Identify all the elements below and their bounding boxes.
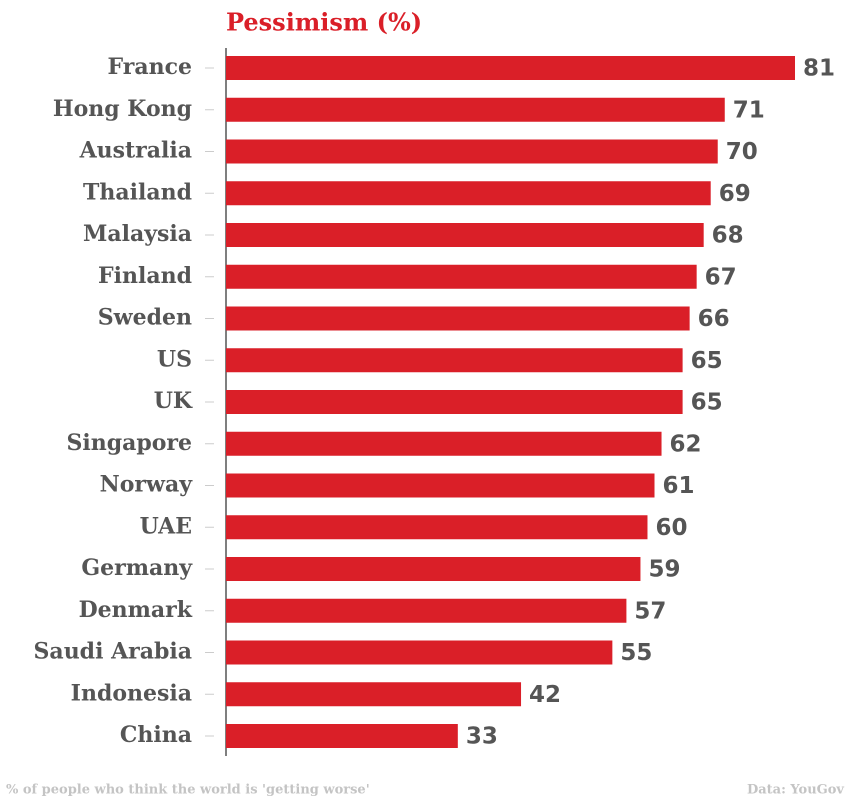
value-label: 71 bbox=[733, 97, 765, 123]
category-label: Singapore bbox=[66, 430, 192, 456]
caption: % of people who think the world is 'gett… bbox=[6, 783, 370, 798]
category-label: UK bbox=[154, 388, 193, 414]
chart-title: Pessimism (%) bbox=[226, 8, 422, 37]
bar bbox=[226, 264, 697, 289]
source: Data: YouGov bbox=[747, 783, 844, 798]
category-label: China bbox=[120, 722, 192, 748]
bar bbox=[226, 223, 704, 247]
category-label: Saudi Arabia bbox=[34, 639, 192, 665]
bar bbox=[226, 181, 711, 206]
value-label: 42 bbox=[529, 682, 561, 708]
bar bbox=[226, 306, 690, 331]
category-label: Sweden bbox=[98, 305, 192, 331]
bar bbox=[226, 473, 655, 498]
category-label: Finland bbox=[98, 263, 192, 289]
bar bbox=[226, 640, 613, 665]
value-label: 61 bbox=[663, 473, 695, 499]
value-label: 65 bbox=[691, 348, 723, 374]
bar bbox=[226, 348, 683, 373]
value-label: 33 bbox=[466, 724, 498, 750]
value-label: 62 bbox=[670, 431, 702, 457]
value-label: 57 bbox=[634, 598, 666, 624]
category-label: Australia bbox=[79, 138, 192, 164]
value-label: 67 bbox=[705, 264, 737, 290]
value-label: 65 bbox=[691, 390, 723, 416]
bar bbox=[226, 139, 718, 164]
value-label: 70 bbox=[726, 139, 758, 165]
value-label: 81 bbox=[803, 56, 835, 82]
bar bbox=[226, 598, 627, 623]
bar bbox=[226, 557, 641, 581]
category-label: Indonesia bbox=[71, 680, 192, 706]
bar bbox=[226, 390, 683, 414]
category-label: Germany bbox=[81, 555, 193, 581]
value-label: 66 bbox=[698, 306, 730, 332]
value-label: 60 bbox=[655, 515, 687, 541]
category-label: Denmark bbox=[79, 597, 193, 623]
category-label: Thailand bbox=[83, 179, 192, 205]
value-label: 55 bbox=[620, 640, 652, 666]
bar bbox=[226, 515, 648, 540]
category-label: France bbox=[108, 54, 192, 80]
category-label: Malaysia bbox=[83, 221, 192, 247]
bar bbox=[226, 724, 458, 748]
category-label: Norway bbox=[100, 472, 194, 498]
value-label: 69 bbox=[719, 181, 751, 207]
bar bbox=[226, 431, 662, 456]
bar bbox=[226, 682, 522, 707]
bar bbox=[226, 56, 795, 80]
bar bbox=[226, 97, 725, 122]
category-label: Hong Kong bbox=[53, 96, 192, 122]
value-label: 59 bbox=[648, 557, 680, 583]
category-label: US bbox=[157, 346, 192, 372]
category-label: UAE bbox=[140, 513, 192, 539]
value-label: 68 bbox=[712, 223, 744, 249]
